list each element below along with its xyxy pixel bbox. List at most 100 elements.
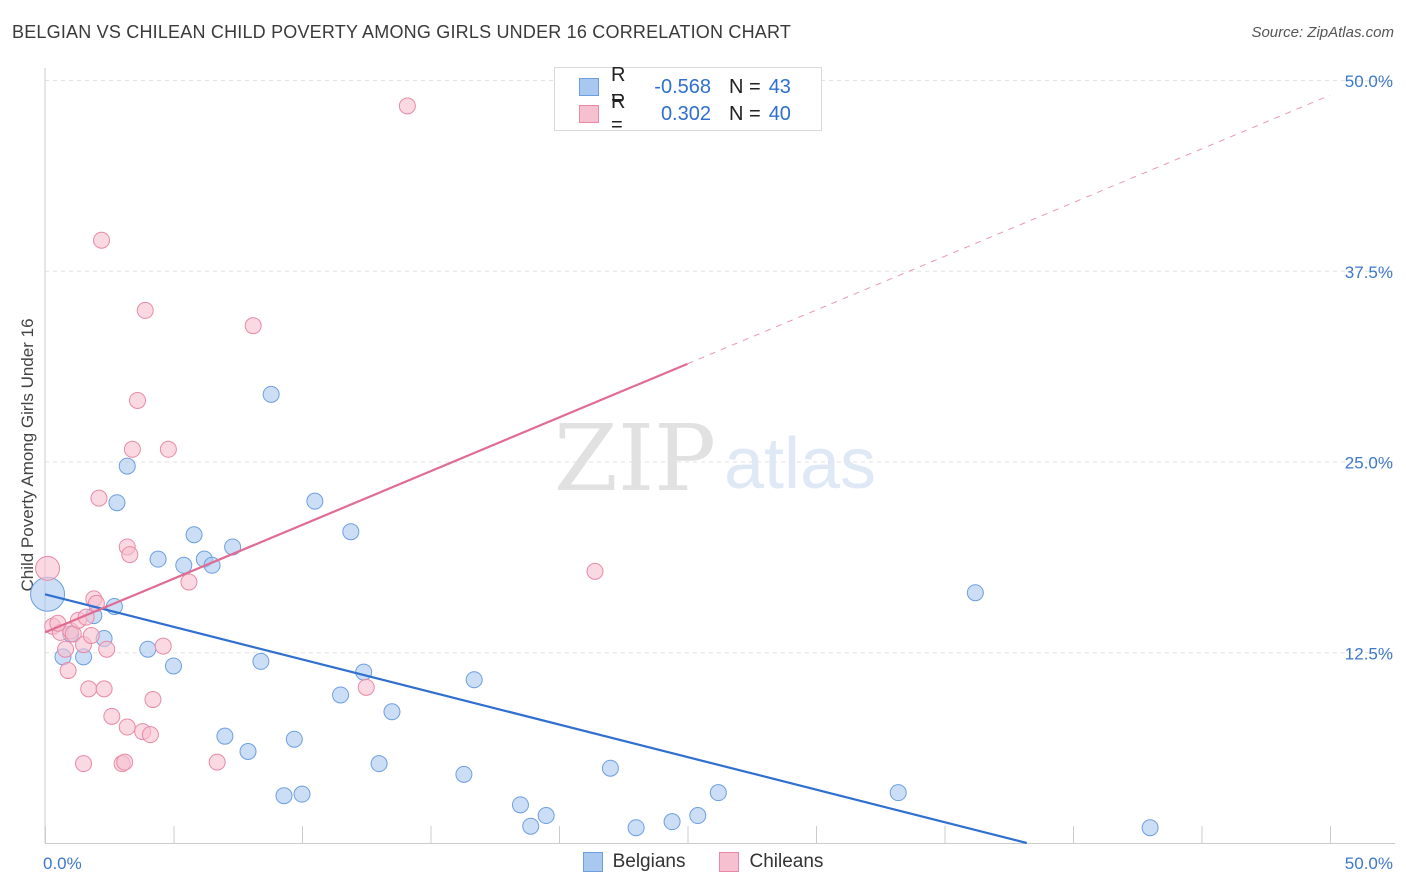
point-belgians — [522, 817, 540, 835]
point-belgians — [139, 640, 157, 658]
point-chileans — [208, 753, 226, 771]
n-label: N = — [729, 75, 761, 98]
n-value: 40 — [768, 102, 791, 125]
point-belgians — [275, 787, 293, 805]
y-tick-label: 37.5% — [1345, 263, 1393, 282]
point-belgians — [601, 759, 619, 777]
x-tick-labels: 0.0% 50.0% — [43, 854, 1393, 873]
point-belgians — [370, 755, 388, 773]
series-chileans — [35, 97, 604, 773]
point-belgians — [465, 671, 483, 689]
legend-label-belgians: Belgians — [612, 851, 686, 872]
point-chileans — [121, 546, 139, 564]
trend-lines — [44, 94, 1331, 845]
chileans-swatch — [579, 105, 599, 123]
point-belgians — [355, 663, 373, 681]
gridlines — [45, 80, 1395, 654]
point-chileans — [129, 391, 147, 409]
source-label: Source: ZipAtlas.com — [1251, 24, 1394, 41]
data-points — [30, 97, 1159, 837]
point-belgians — [108, 494, 126, 512]
point-belgians — [216, 727, 234, 745]
point-chileans — [93, 231, 111, 249]
point-chileans — [59, 662, 77, 680]
point-belgians — [383, 703, 401, 721]
x-tick-label: 50.0% — [1345, 854, 1393, 873]
point-belgians — [185, 526, 203, 544]
point-chileans — [141, 726, 159, 744]
point-chileans — [98, 640, 116, 658]
point-chileans — [136, 301, 154, 319]
point-belgians — [293, 785, 311, 803]
point-chileans — [154, 637, 172, 655]
trend-extension-chileans — [687, 94, 1331, 365]
legend-item-chileans[interactable]: Chileans — [719, 851, 823, 873]
point-belgians — [306, 492, 324, 510]
y-tick-label: 25.0% — [1345, 454, 1393, 473]
point-belgians — [165, 657, 182, 675]
point-belgians — [1141, 819, 1159, 837]
series-legend: Belgians Chileans — [0, 851, 1406, 873]
point-belgians — [537, 807, 555, 825]
point-belgians — [663, 813, 681, 831]
point-belgians — [342, 523, 360, 541]
point-chileans — [144, 691, 162, 709]
point-belgians — [118, 457, 136, 475]
point-chileans — [116, 753, 134, 771]
belgians-legend-swatch — [582, 852, 603, 872]
point-belgians — [511, 796, 529, 814]
point-chileans — [357, 678, 375, 696]
point-chileans — [75, 755, 93, 773]
watermark: ZIP atlas — [554, 405, 876, 512]
r-value: 0.302 — [660, 102, 711, 125]
point-belgians — [689, 807, 707, 825]
point-chileans — [398, 97, 416, 115]
point-chileans — [57, 640, 75, 658]
trend-line-chileans — [44, 362, 688, 634]
point-belgians — [262, 385, 280, 403]
point-chileans — [103, 707, 121, 725]
chileans-legend-swatch — [719, 852, 740, 872]
y-tick-label: 50.0% — [1345, 72, 1393, 91]
point-belgians — [709, 784, 727, 802]
n-value: 43 — [768, 75, 791, 98]
point-chileans — [35, 555, 61, 581]
y-tick-label: 12.5% — [1345, 644, 1393, 663]
point-chileans — [118, 718, 136, 736]
point-belgians — [455, 765, 473, 783]
point-belgians — [889, 784, 907, 802]
watermark-zip: ZIP — [554, 405, 716, 512]
point-belgians — [966, 584, 984, 602]
chart-title: BELGIAN VS CHILEAN CHILD POVERTY AMONG G… — [12, 22, 792, 42]
point-chileans — [80, 680, 98, 698]
trend-line-belgians — [44, 593, 1028, 845]
r-label: R = — [611, 64, 626, 109]
point-belgians — [149, 550, 167, 568]
point-belgians — [239, 742, 257, 760]
point-belgians — [285, 730, 303, 748]
r-value: -0.568 — [654, 75, 711, 98]
n-label: N = — [729, 102, 761, 125]
point-chileans — [159, 440, 177, 458]
point-chileans — [90, 489, 108, 507]
legend-item-belgians[interactable]: Belgians — [582, 851, 686, 873]
stats-row-chileans: R = 0.302 N = 40 — [579, 91, 791, 136]
point-chileans — [82, 626, 100, 644]
point-chileans — [586, 562, 604, 580]
stats-row-belgians: R = -0.568 N = 43 — [579, 64, 791, 109]
point-chileans — [123, 440, 141, 458]
point-belgians — [332, 686, 350, 704]
point-chileans — [244, 317, 262, 335]
r-label: R = — [611, 91, 626, 136]
point-chileans — [95, 680, 113, 698]
point-belgians — [627, 819, 645, 837]
y-tick-labels: 12.5% 25.0% 37.5% 50.0% — [1345, 72, 1393, 663]
belgians-swatch — [579, 78, 599, 96]
stats-legend: R = -0.568 N = 43 R = 0.302 N = 40 — [554, 64, 822, 136]
watermark-atlas: atlas — [724, 424, 876, 504]
x-tick-label: 0.0% — [43, 854, 82, 873]
legend-label-chileans: Chileans — [749, 851, 824, 872]
axes — [44, 68, 1395, 844]
point-chileans — [180, 573, 198, 591]
